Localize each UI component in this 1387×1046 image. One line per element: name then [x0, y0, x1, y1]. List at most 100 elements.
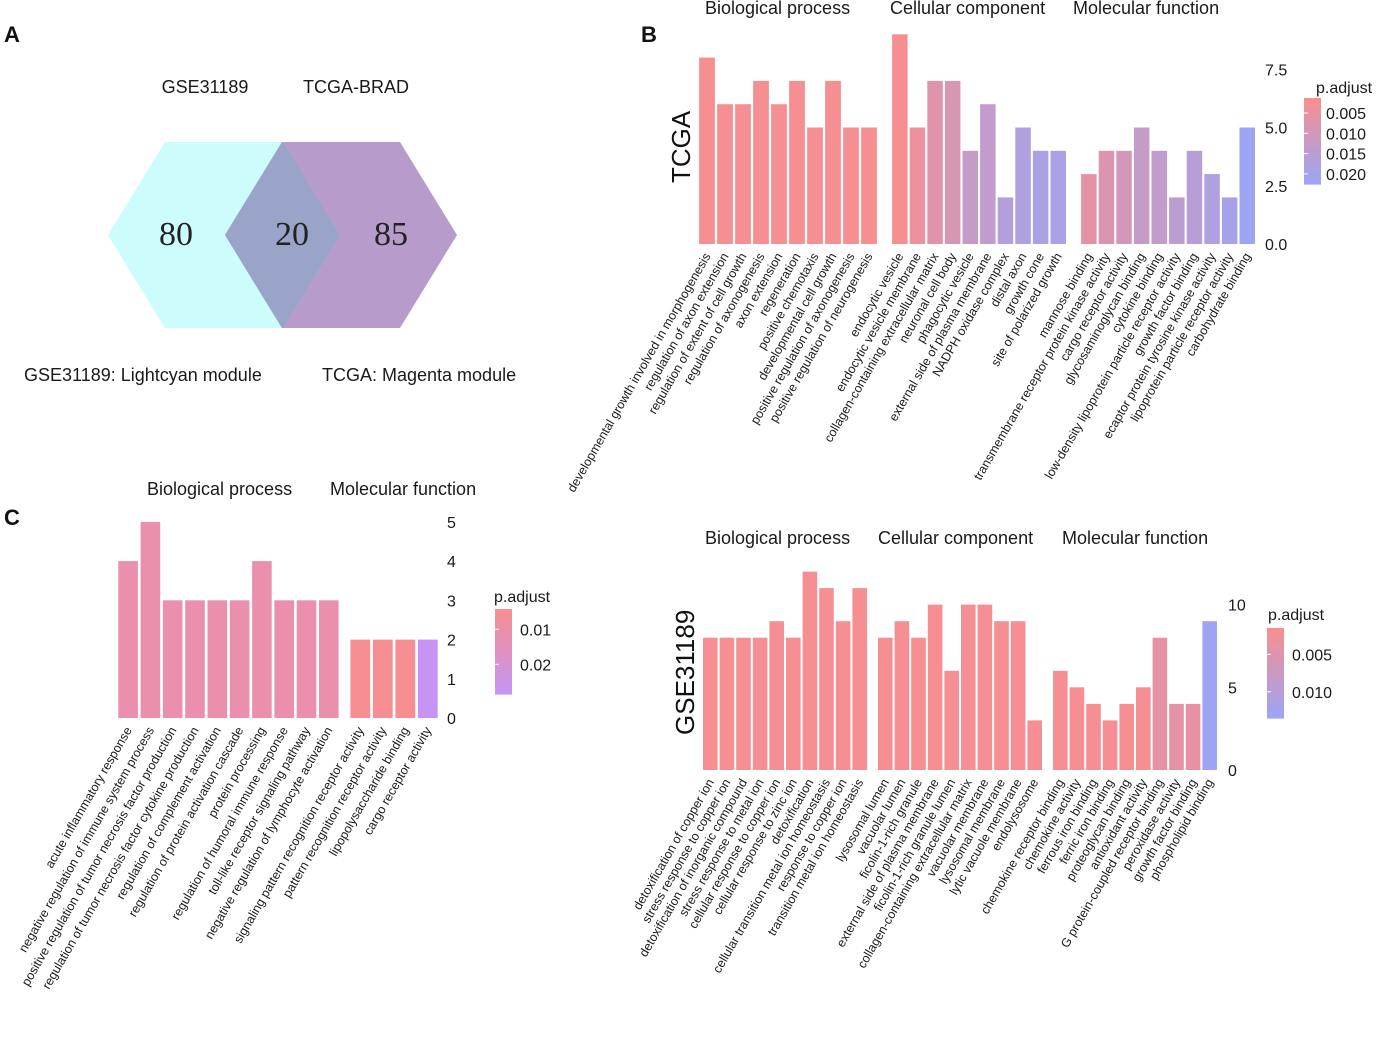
bar-positive-regulation-of-neurogenesis [861, 127, 877, 244]
legend-gradient-step [1304, 175, 1321, 179]
y-tick-label: 1 [447, 672, 456, 689]
legend-gradient-step [1267, 649, 1284, 653]
legend-tick-label: 0.01 [520, 622, 551, 639]
venn-count-right: 85 [374, 216, 408, 253]
bar-regulation-of-humoral-immune-response [274, 600, 294, 718]
y-tick-label: 2.5 [1265, 179, 1287, 196]
legend-gradient-step [1304, 98, 1321, 102]
bar-cellular-transition-metal-ion-homeostasis [819, 588, 834, 770]
legend-gradient-step [495, 682, 512, 687]
legend-gradient-step [1267, 673, 1284, 677]
row-label-tcga: TCGA [666, 110, 696, 183]
legend-gradient-step [1267, 676, 1284, 680]
legend-gradient-step [495, 660, 512, 664]
bar-vacuolar-lumen [894, 621, 910, 770]
venn-caption-right: TCGA: Magenta module [322, 365, 516, 385]
bar-ecaptor-protein-tyrosine-kinase-activity [1204, 174, 1220, 244]
bar-ferrous-iron-binding [1086, 703, 1101, 770]
legend-gradient-step [1304, 106, 1321, 111]
bar-growth-cone [1032, 150, 1049, 244]
venn-set-left-label: GSE31189 [162, 77, 249, 97]
bar-regeneration [789, 80, 805, 245]
y-tick-label: 0 [447, 711, 456, 728]
legend-gradient-step [1304, 120, 1321, 125]
legend-gradient-step [1267, 682, 1284, 686]
bar-collagen-containing-extracellular-matrix [961, 604, 976, 770]
legend-gradient-step [1267, 694, 1284, 698]
legend-gradient-step [1304, 138, 1321, 142]
legend-gradient-step [1304, 161, 1321, 165]
legend-gradient-step [495, 640, 512, 644]
legend-gradient-step [1304, 158, 1321, 162]
bar-regulation-of-complement-activation [207, 600, 228, 718]
bar-pattern-recognition-receptor-activity [372, 639, 393, 718]
legend-gradient-step [1304, 152, 1321, 156]
bar-detoxification-of-inorganic-compound [736, 637, 751, 770]
legend-gradient-step [1267, 679, 1284, 683]
legend-gradient-step [1267, 661, 1284, 665]
bar-axon-extension [771, 104, 787, 244]
bar-developmental-growth-involved-in-morphogenesis [699, 57, 715, 244]
facet-title-biological-process: Biological process [147, 479, 292, 499]
legend-gradient-step [1304, 118, 1321, 122]
bar-phagocytic-vesicle [962, 150, 978, 244]
y-tick-label: 5.0 [1265, 121, 1287, 138]
legend-gradient-step [495, 626, 512, 630]
legend-gradient-step [1267, 712, 1284, 716]
legend-gradient-step [1304, 103, 1321, 108]
legend-gradient-step [1267, 697, 1284, 701]
legend-gradient-step [495, 685, 512, 689]
bar-endolysosome [1027, 720, 1042, 770]
bar-vacuolar-membrane [977, 604, 993, 770]
bar-mannose-binding [1081, 174, 1097, 244]
legend-gradient-step [1304, 141, 1321, 145]
legend-gradient-step [495, 671, 512, 675]
bar-response-to-copper-ion [835, 621, 851, 770]
bar-glycosaminoglycan-binding [1133, 127, 1150, 244]
legend-gradient-step [1267, 658, 1284, 662]
legend-gradient-step [495, 651, 512, 655]
legend-gradient-step [495, 691, 512, 695]
bar-distal-axon [1015, 127, 1031, 244]
legend-gradient-step [1267, 652, 1284, 656]
bar-low-density-lipoprotein-particle-receptor-activity [1169, 197, 1185, 244]
legend-gradient-step [1304, 169, 1321, 174]
bar-external-side-of-plasma-membrane [980, 104, 996, 244]
bar-positive-regulation-of-axonogenesis [843, 127, 859, 244]
legend-gradient-step [1304, 100, 1321, 105]
legend-gradient-step [1304, 146, 1321, 151]
legend-gradient-step [495, 628, 512, 633]
bar-antioxidant-activity [1136, 687, 1151, 770]
legend-title: p.adjust [1316, 80, 1373, 97]
legend-gradient-step [1267, 706, 1284, 710]
bar-ferric-iron-binding [1102, 720, 1118, 770]
bar-regulation-of-axonogenesis [753, 80, 769, 245]
legend-gradient-step [495, 654, 512, 658]
bar-lipopolysaccharide-binding [395, 639, 416, 718]
bar-collagen-containing-extracellular-matrix [927, 80, 943, 245]
venn-count-left: 80 [159, 216, 193, 253]
legend-gradient-step [1267, 628, 1284, 632]
legend-gradient-step [1267, 685, 1284, 689]
legend-gradient-step [1304, 132, 1321, 136]
bar-proteoglycan-binding [1119, 703, 1134, 770]
legend-gradient-step [495, 688, 512, 692]
legend-gradient-step [1304, 166, 1321, 171]
bar-regulation-of-axon-extension [717, 104, 733, 244]
legend-title: p.adjust [1268, 607, 1325, 624]
legend-gradient-step [1267, 670, 1284, 674]
bar-nadph-oxidase-complex [997, 197, 1014, 244]
legend-gradient-step [1304, 109, 1321, 113]
bar-cargo-receptor-activity [417, 639, 438, 718]
legend-gradient-step [1267, 667, 1284, 671]
legend-gradient-step [495, 611, 512, 616]
bar-lipoprotein-particle-receptor-activity [1221, 197, 1238, 244]
legend-gradient-step [1267, 634, 1284, 638]
legend-gradient-step [495, 674, 512, 678]
legend-gradient-step [1304, 115, 1321, 119]
bar-lytic-vacuole-membrane [1010, 621, 1026, 770]
legend-gradient-step [1267, 631, 1284, 635]
bar-carbohydrate-binding [1239, 127, 1255, 244]
bar-toll-like-receptor-signaling-pathway [296, 600, 317, 718]
